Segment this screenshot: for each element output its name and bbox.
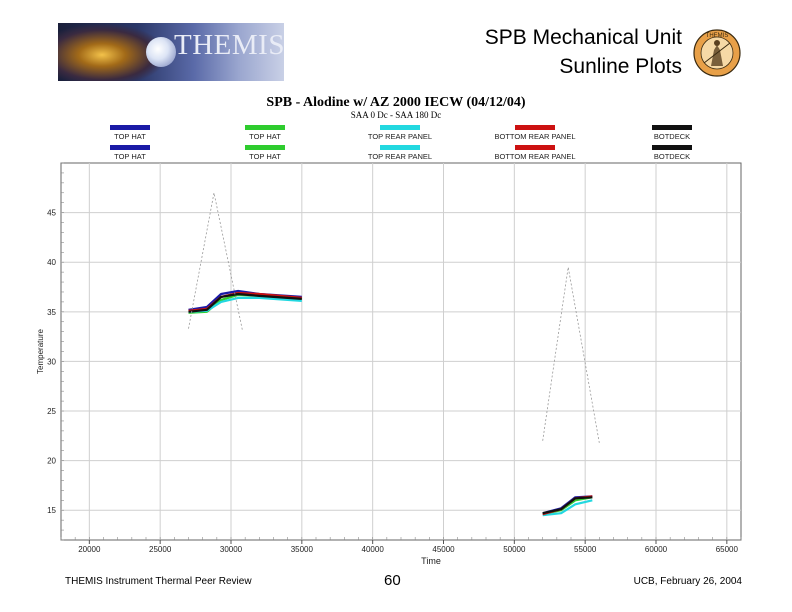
legend-swatch <box>652 145 692 150</box>
legend-swatch <box>652 125 692 130</box>
y-axis-label: Temperature <box>36 329 45 374</box>
legend-entry-label: BOTTOM REAR PANEL <box>495 152 576 161</box>
chart-subtitle: SAA 0 Dc - SAA 180 Dc <box>350 110 442 120</box>
seal-text: THEMIS <box>706 33 729 39</box>
logo-wordmark: THEMIS <box>174 29 284 61</box>
slide-title-line2: Sunline Plots <box>559 55 682 78</box>
x-tick-label: 50000 <box>503 545 526 554</box>
logo-sun-graphic <box>146 37 176 67</box>
y-tick-label: 30 <box>47 357 56 366</box>
temperature-series-line <box>188 292 302 313</box>
legend-swatch <box>380 145 420 150</box>
legend-swatch <box>110 145 150 150</box>
legend-swatch <box>515 145 555 150</box>
y-tick-label: 45 <box>47 209 56 218</box>
x-tick-label: 60000 <box>645 545 668 554</box>
legend-swatch <box>245 125 285 130</box>
x-tick-label: 55000 <box>574 545 597 554</box>
footer-date: UCB, February 26, 2004 <box>633 576 742 587</box>
chart-legend: TOP HAT TOP HAT TOP REAR PANEL BOTTOM REAR … <box>110 125 692 161</box>
y-tick-label: 20 <box>47 457 56 466</box>
themis-seal-icon: THEMIS <box>693 29 741 77</box>
legend-entry-label: TOP REAR PANEL <box>368 132 432 141</box>
legend-swatch <box>110 125 150 130</box>
x-tick-label: 35000 <box>291 545 314 554</box>
x-tick-label: 45000 <box>432 545 455 554</box>
legend-entry-label: BOTTOM REAR PANEL <box>495 132 576 141</box>
chart-title: SPB - Alodine w/ AZ 2000 IECW (04/12/04) <box>266 95 526 110</box>
legend-entry-label: TOP HAT <box>249 132 281 141</box>
x-tick-label: 20000 <box>78 545 101 554</box>
x-tick-label: 65000 <box>716 545 739 554</box>
temperature-series-line <box>542 499 593 517</box>
y-tick-label: 25 <box>47 407 56 416</box>
y-tick-label: 35 <box>47 308 56 317</box>
x-axis-label: Time <box>421 556 441 566</box>
legend-entry-label: BOTDECK <box>654 152 690 161</box>
legend-swatch <box>515 125 555 130</box>
legend-entry-label: TOP HAT <box>249 152 281 161</box>
plot-frame <box>60 162 742 541</box>
x-tick-label: 30000 <box>220 545 243 554</box>
page-number: 60 <box>384 572 401 589</box>
legend-swatch <box>245 145 285 150</box>
plot-area: 20000 25000 30000 35000 40000 45000 50000 55000… <box>36 162 742 566</box>
legend-entry-label: TOP REAR PANEL <box>368 152 432 161</box>
y-tick-label: 15 <box>47 506 56 515</box>
themis-logo-banner: THEMIS <box>58 23 284 81</box>
legend-entry-label: BOTDECK <box>654 132 690 141</box>
x-tick-label: 25000 <box>149 545 172 554</box>
temperature-series-line <box>542 496 593 515</box>
slide-title-line1: SPB Mechanical Unit <box>484 26 682 49</box>
x-tick-label: 40000 <box>362 545 385 554</box>
legend-entry-label: TOP HAT <box>114 152 146 161</box>
y-tick-label: 40 <box>47 258 56 267</box>
footer-review-title: THEMIS Instrument Thermal Peer Review <box>65 576 252 587</box>
legend-entry-label: TOP HAT <box>114 132 146 141</box>
legend-swatch <box>380 125 420 130</box>
